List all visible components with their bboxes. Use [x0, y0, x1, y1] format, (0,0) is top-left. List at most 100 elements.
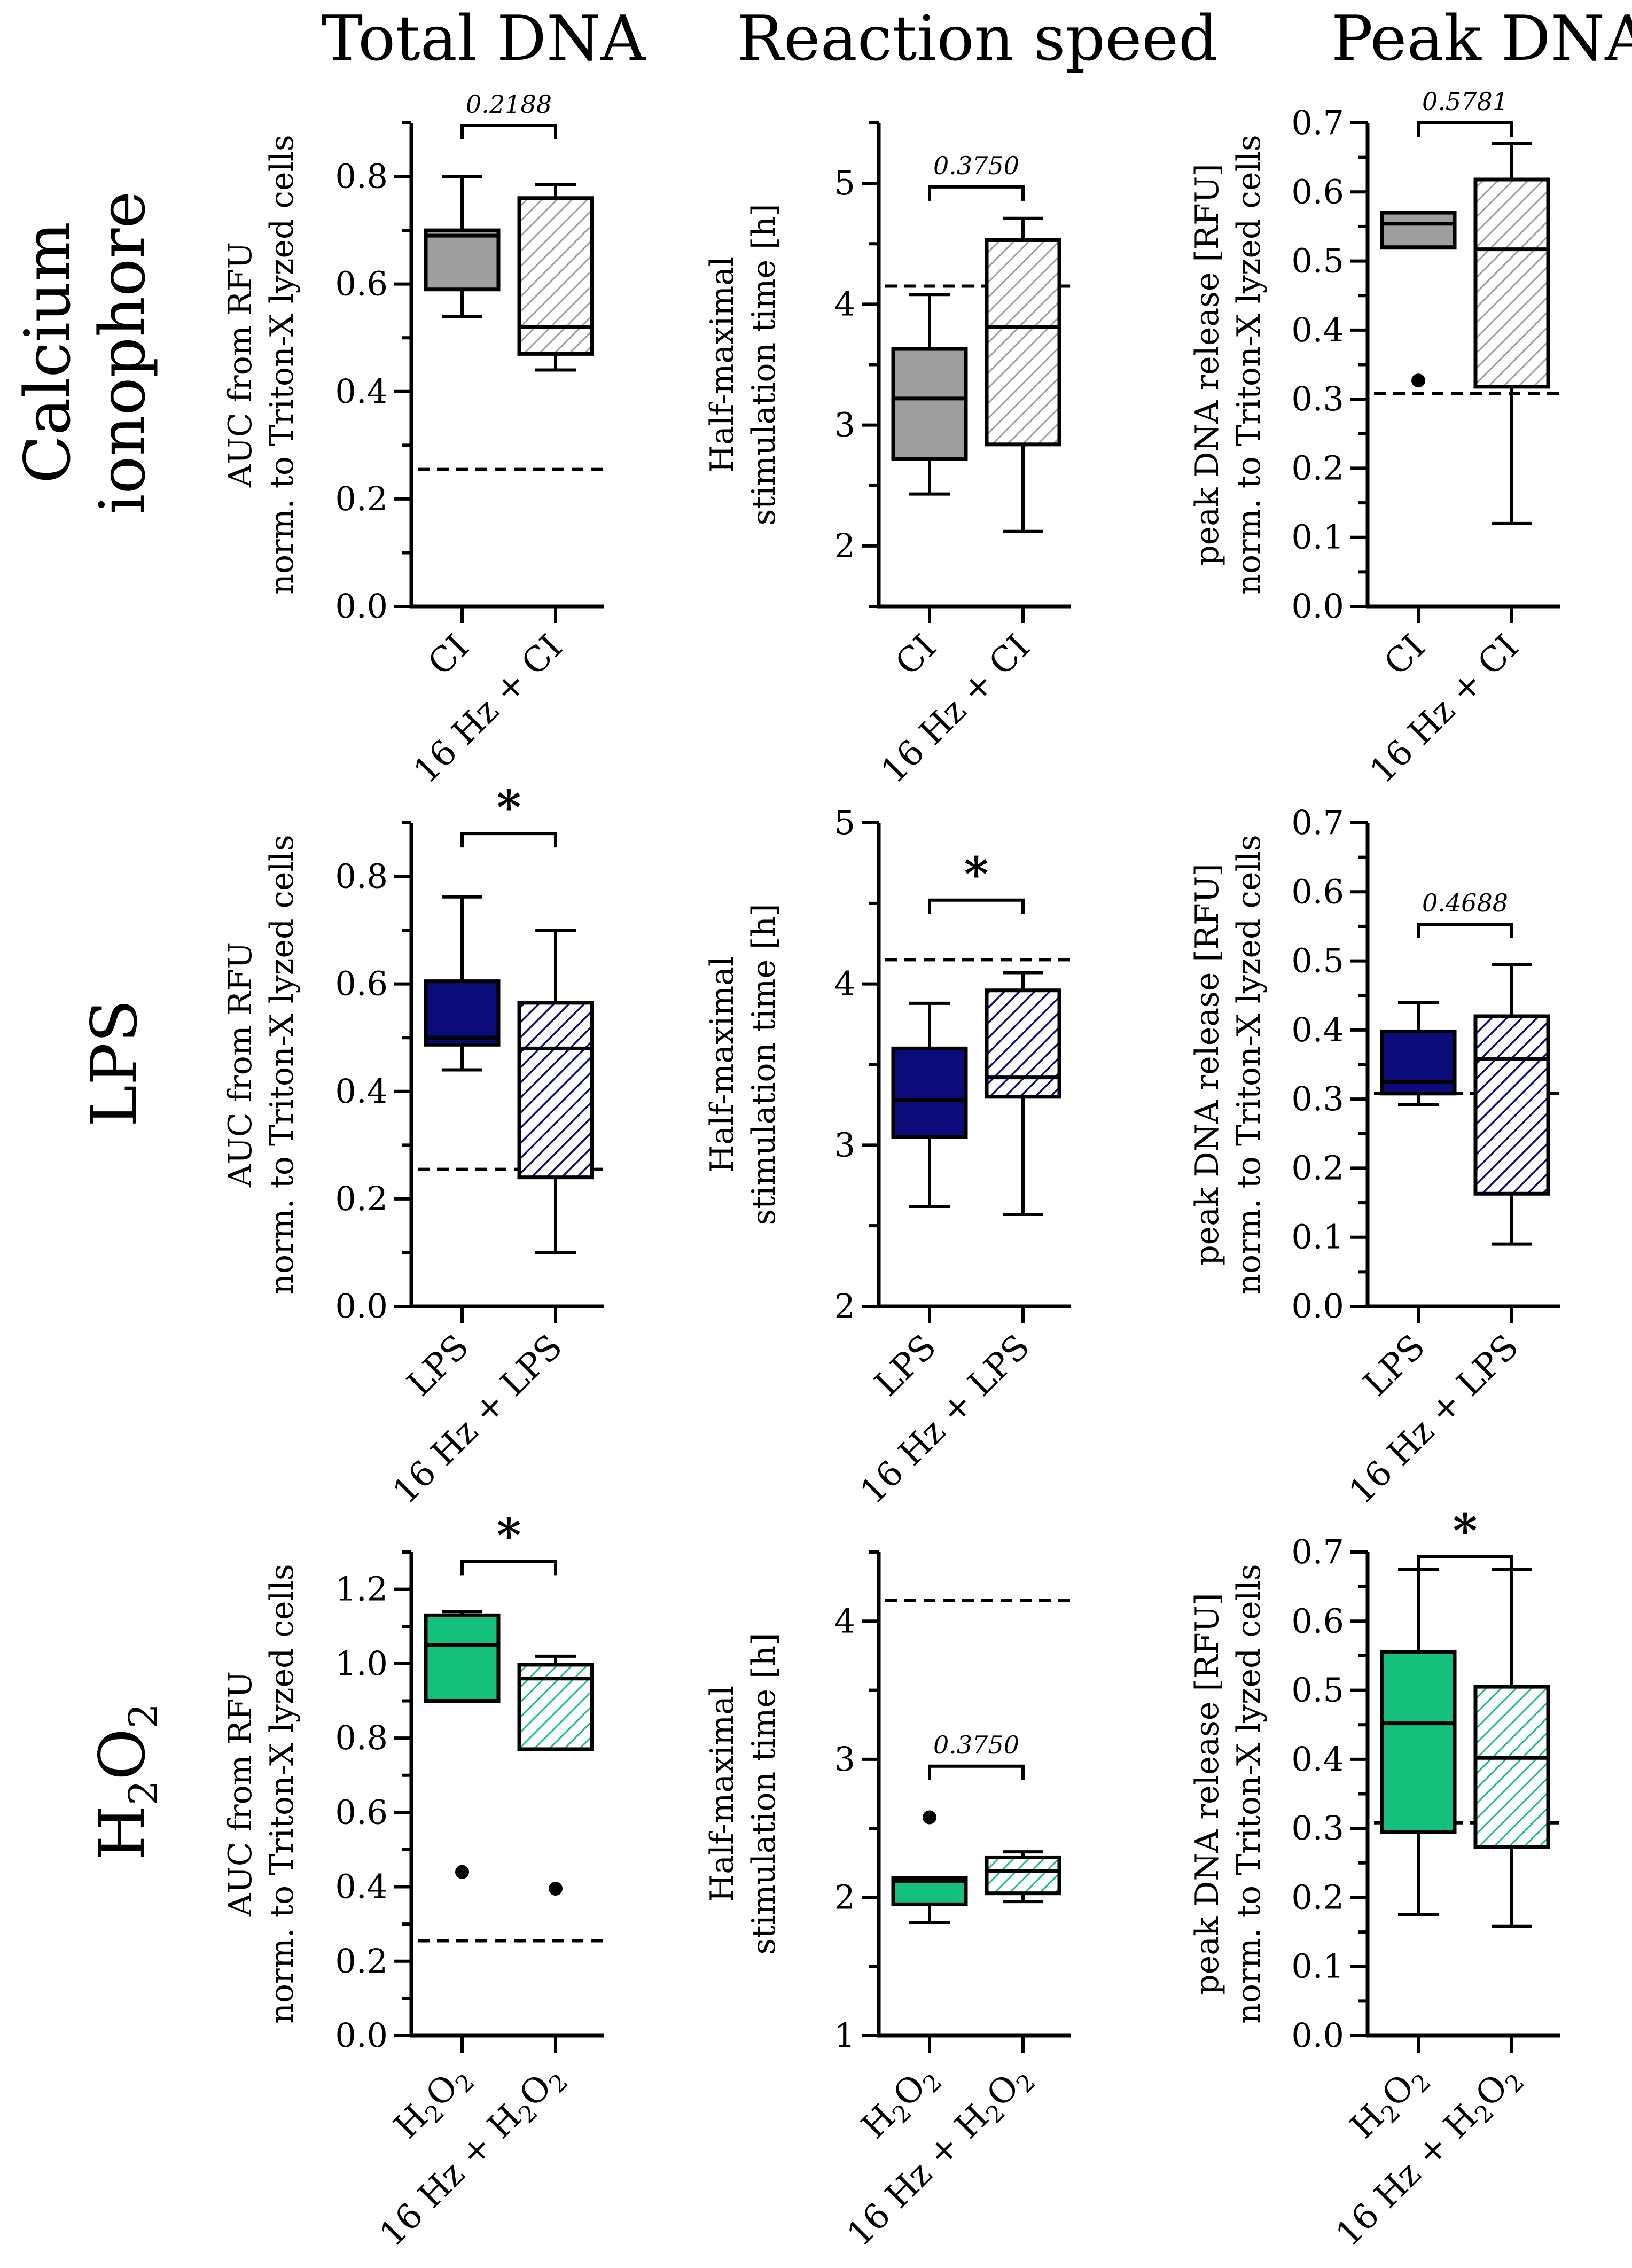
- y-axis-label: stimulation time [h]: [745, 204, 783, 526]
- box-16-hz-ci: [985, 216, 1061, 533]
- box-ci: [891, 293, 968, 496]
- column-title-peak-dna: Peak DNA: [1331, 3, 1632, 75]
- box-iqr: [1473, 1014, 1550, 1196]
- box-iqr: [424, 979, 501, 1047]
- box-iqr: [985, 238, 1061, 447]
- category-label: CI: [888, 627, 944, 683]
- box-16-hz-ci: [517, 183, 594, 372]
- y-tick-label: 0.7: [1291, 103, 1344, 142]
- box-iqr: [985, 988, 1061, 1099]
- outlier-point: [549, 1882, 563, 1896]
- y-axis-label: stimulation time [h]: [745, 1633, 783, 1955]
- y-axis-label: norm. to Triton-X lyzed cells: [1230, 1564, 1268, 2023]
- y-axis-label: peak DNA release [RFU]: [1189, 863, 1226, 1265]
- column-title-total-dna: Total DNA: [322, 3, 646, 75]
- y-tick-label: 0.4: [335, 372, 388, 411]
- y-tick-label: 0.3: [1291, 1079, 1344, 1118]
- category-label: 16 Hz + LPS: [1342, 1327, 1527, 1512]
- significance-label: *: [964, 846, 988, 902]
- y-tick-label: 0.3: [1291, 1809, 1344, 1848]
- significance-label: *: [496, 1507, 521, 1563]
- significance-bracket: [928, 1764, 1025, 1780]
- significance-label: *: [496, 780, 521, 835]
- y-axis-label: stimulation time [h]: [745, 904, 783, 1226]
- box-16-hz-lps: [1473, 963, 1550, 1246]
- significance-label: 0.4688: [1422, 889, 1508, 917]
- box-16-hz-ci: [1473, 142, 1550, 525]
- y-tick-label: 4: [834, 284, 855, 323]
- box-16-hz-h2o2: [517, 1654, 594, 1896]
- category-label: CI: [1377, 627, 1433, 683]
- box-iqr: [1380, 1029, 1457, 1096]
- y-tick-label: 0.0: [335, 587, 388, 626]
- y-tick-label: 1.2: [335, 1570, 388, 1609]
- y-tick-label: 0.0: [335, 1287, 388, 1326]
- significance-bracket: [460, 832, 557, 848]
- significance-label: 0.3750: [933, 1731, 1019, 1759]
- significance-bracket: [1417, 121, 1513, 137]
- box-iqr: [891, 347, 968, 461]
- y-tick-label: 2: [834, 1877, 855, 1916]
- category-label: LPS: [400, 1327, 477, 1404]
- y-axis-label: norm. to Triton-X lyzed cells: [1230, 835, 1268, 1294]
- y-axis-label: Half-maximal: [704, 256, 741, 473]
- box-lps: [424, 895, 501, 1072]
- box-iqr: [985, 1855, 1061, 1896]
- y-tick-label: 0.4: [335, 1867, 388, 1906]
- significance-label: 0.3750: [933, 151, 1019, 180]
- y-tick-label: 0.6: [335, 264, 388, 303]
- y-tick-label: 0.0: [1291, 1287, 1344, 1326]
- significance-bracket: [460, 1560, 557, 1576]
- y-tick-label: 4: [834, 1601, 855, 1640]
- y-tick-label: 0.6: [335, 1792, 388, 1831]
- row-label-lps: LPS: [77, 1000, 151, 1127]
- y-axis-label: norm. to Triton-X lyzed cells: [263, 135, 301, 594]
- category-label: CI: [420, 627, 477, 683]
- y-tick-label: 0.8: [335, 857, 388, 896]
- significance-label: *: [1453, 1503, 1477, 1558]
- y-axis-label: norm. to Triton-X lyzed cells: [263, 835, 301, 1294]
- y-tick-label: 0.6: [1291, 1601, 1344, 1640]
- box-16-hz-lps: [985, 971, 1061, 1217]
- box-16-hz-h2o2: [985, 1850, 1061, 1904]
- y-tick-label: 0.6: [335, 964, 388, 1003]
- y-axis-label: norm. to Triton-X lyzed cells: [1230, 135, 1268, 594]
- significance-bracket: [460, 124, 557, 140]
- column-title-reaction-speed: Reaction speed: [737, 3, 1219, 75]
- box-h2o2: [891, 1810, 968, 1924]
- significance-label: 0.2188: [466, 90, 552, 119]
- y-tick-label: 1: [834, 2016, 855, 2055]
- y-tick-label: 0.4: [1291, 310, 1344, 349]
- row-label-lps-text: LPS: [77, 1000, 151, 1127]
- y-tick-label: 5: [834, 163, 855, 202]
- y-axis-label: AUC from RFU: [222, 242, 259, 488]
- row-label-h2o2-o: O: [85, 1728, 159, 1780]
- y-axis-label: Half-maximal: [704, 956, 741, 1173]
- y-tick-label: 2: [834, 526, 855, 565]
- y-axis-label: Half-maximal: [704, 1686, 741, 1902]
- row-label-h2o2-sub1: 2: [121, 1780, 167, 1805]
- box-h2o2: [424, 1610, 501, 1879]
- box-h2o2: [1380, 1568, 1457, 1916]
- row-label-calcium-line2: ionophore: [85, 191, 159, 515]
- box-iqr: [1380, 1650, 1457, 1834]
- y-tick-label: 3: [834, 1125, 855, 1164]
- y-axis-label: AUC from RFU: [222, 1671, 259, 1917]
- y-tick-label: 0.5: [1291, 941, 1344, 980]
- row-label-calcium-ionophore: Calcium ionophore: [11, 191, 159, 515]
- box-iqr: [1473, 177, 1550, 389]
- outlier-point: [1411, 373, 1425, 388]
- y-tick-label: 0.0: [335, 2016, 388, 2055]
- box-iqr: [517, 196, 594, 356]
- box-ci: [424, 175, 501, 318]
- row-label-h2o2-text: H2O2: [85, 1703, 167, 1860]
- outlier-point: [455, 1865, 469, 1879]
- y-tick-label: 0.4: [1291, 1010, 1344, 1049]
